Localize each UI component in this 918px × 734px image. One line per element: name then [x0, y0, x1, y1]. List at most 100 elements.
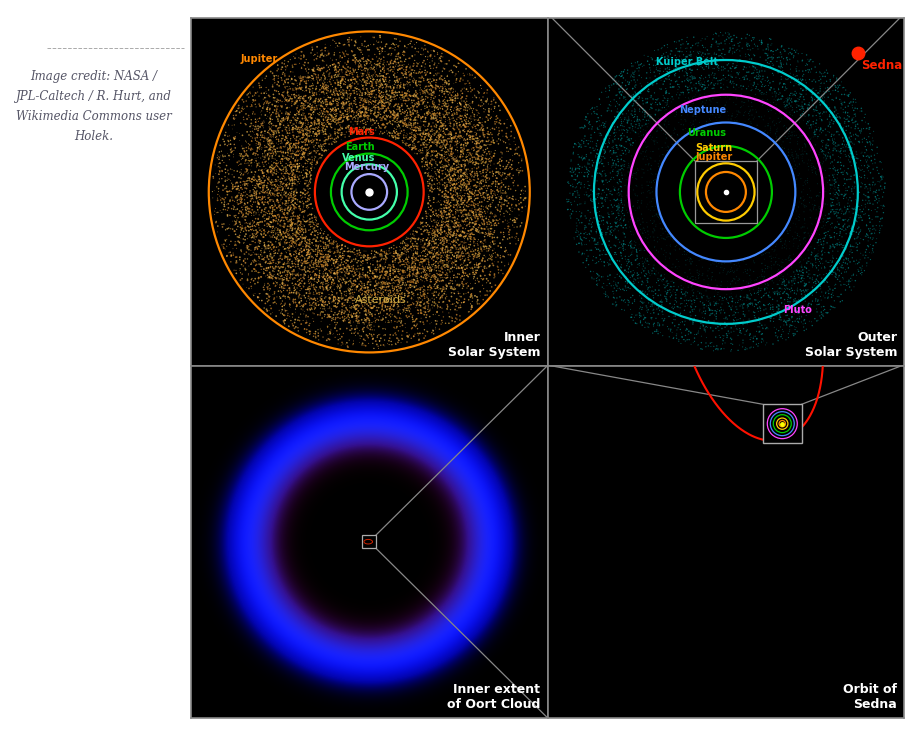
Point	[428, 137, 442, 148]
Point	[440, 280, 454, 292]
Point	[422, 239, 437, 251]
Point	[789, 87, 803, 99]
Point	[318, 135, 332, 147]
Point	[754, 76, 768, 88]
Point	[802, 304, 817, 316]
Point	[332, 313, 347, 324]
Point	[489, 176, 504, 188]
Point	[244, 210, 259, 222]
Point	[308, 225, 323, 236]
Point	[437, 225, 452, 237]
Point	[756, 44, 770, 56]
Point	[798, 318, 812, 330]
Point	[452, 221, 466, 233]
Point	[332, 112, 347, 124]
Point	[280, 87, 295, 99]
Point	[744, 81, 759, 93]
Point	[252, 131, 267, 143]
Point	[725, 296, 740, 308]
Point	[317, 87, 331, 98]
Point	[459, 168, 474, 180]
Point	[255, 197, 270, 208]
Point	[246, 190, 261, 202]
Point	[354, 289, 369, 301]
Point	[494, 264, 509, 276]
Point	[410, 115, 425, 126]
Point	[230, 181, 245, 193]
Point	[630, 252, 644, 264]
Point	[326, 112, 341, 124]
Point	[869, 206, 884, 217]
Point	[625, 68, 640, 79]
Point	[617, 228, 632, 240]
Point	[570, 230, 585, 242]
Point	[779, 319, 794, 331]
Point	[807, 105, 822, 117]
Point	[375, 250, 389, 262]
Point	[494, 187, 509, 199]
Point	[313, 302, 328, 314]
Point	[218, 167, 233, 178]
Point	[601, 247, 616, 258]
Point	[450, 130, 465, 142]
Point	[394, 255, 409, 267]
Point	[823, 206, 838, 217]
Point	[438, 91, 453, 103]
Point	[734, 101, 749, 112]
Point	[308, 128, 323, 140]
Point	[385, 128, 399, 139]
Point	[445, 94, 460, 106]
Point	[849, 148, 864, 160]
Point	[420, 304, 435, 316]
Point	[341, 268, 355, 280]
Point	[352, 108, 366, 120]
Point	[438, 217, 453, 228]
Point	[267, 210, 282, 222]
Point	[440, 101, 454, 113]
Point	[398, 253, 413, 265]
Point	[369, 89, 384, 101]
Point	[764, 259, 778, 271]
Point	[703, 115, 718, 126]
Point	[458, 214, 473, 225]
Point	[416, 116, 431, 128]
Point	[317, 297, 331, 309]
Point	[392, 312, 407, 324]
Point	[474, 178, 488, 189]
Point	[679, 36, 694, 48]
Point	[660, 42, 675, 54]
Point	[665, 91, 679, 103]
Point	[337, 299, 352, 311]
Point	[649, 265, 664, 277]
Point	[487, 186, 502, 197]
Point	[835, 250, 850, 262]
Point	[424, 228, 439, 239]
Point	[316, 113, 330, 125]
Point	[483, 200, 498, 212]
Point	[731, 307, 745, 319]
Point	[263, 299, 277, 311]
Point	[800, 172, 815, 184]
Point	[756, 333, 770, 345]
Point	[780, 283, 795, 295]
Point	[459, 95, 474, 107]
Point	[278, 203, 293, 214]
Point	[795, 84, 810, 96]
Point	[728, 320, 743, 332]
Point	[286, 164, 301, 176]
Point	[416, 289, 431, 301]
Point	[578, 233, 593, 244]
Point	[684, 258, 699, 270]
Point	[387, 123, 402, 134]
Point	[302, 142, 317, 153]
Point	[420, 208, 435, 219]
Point	[307, 219, 321, 230]
Point	[356, 73, 371, 85]
Point	[270, 182, 285, 194]
Point	[710, 307, 724, 319]
Point	[278, 297, 293, 309]
Point	[602, 254, 617, 266]
Point	[610, 232, 624, 244]
Point	[581, 168, 596, 180]
Point	[274, 228, 289, 240]
